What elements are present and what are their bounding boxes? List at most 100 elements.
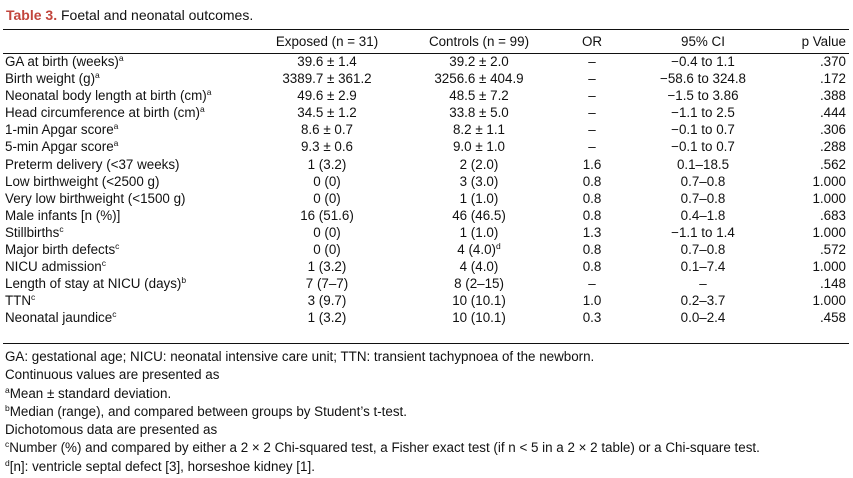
outcome-label: Male infants [n (%)] — [3, 207, 253, 224]
ci-value-text: −58.6 to 324.8 — [660, 71, 746, 87]
outcome-label: Major birth defectsc — [3, 241, 253, 258]
outcome-label-text: Head circumference at birth (cm) — [5, 105, 200, 121]
exposed-value-text: 0 (0) — [313, 173, 341, 189]
p-value-text: .370 — [819, 54, 846, 69]
controls-value: 39.2 ± 2.0 — [401, 53, 557, 70]
controls-value-text: 10 (10.1) — [452, 293, 506, 309]
controls-value: 8.2 ± 1.1 — [401, 121, 557, 138]
table-row: Low birthweight (<2500 g) 0 (0) 3 (3.0) 0.8… — [3, 173, 849, 190]
outcome-label-text: Low birthweight (<2500 g) — [5, 173, 160, 189]
table-row: Birth weight (g)a 3389.7 ± 361.2 3256.6 ± … — [3, 70, 849, 87]
ci-value: −0.4 to 1.1 — [627, 53, 779, 70]
outcome-label: TTNc — [3, 292, 253, 309]
p-value: .572 — [779, 241, 849, 258]
p-value: .370 — [779, 53, 849, 70]
footnote-marker: d — [5, 457, 10, 468]
table-title: Foetal and neonatal outcomes. — [60, 7, 254, 23]
footnote-text: Number (%) and compared by either a 2 × … — [9, 440, 760, 456]
ci-value-text: 0.7–0.8 — [680, 242, 726, 258]
controls-value: 4 (4.0) — [401, 258, 557, 275]
ci-value-text: 0.1–7.4 — [680, 259, 726, 275]
outcome-label: Neonatal body length at birth (cm)a — [3, 87, 253, 104]
controls-value-text: 3 (3.0) — [459, 173, 499, 189]
outcome-label-text: Birth weight (g) — [5, 71, 96, 87]
p-value-text: .148 — [819, 276, 846, 292]
controls-value-text: 46 (46.5) — [452, 207, 506, 223]
exposed-value: 0 (0) — [253, 224, 401, 241]
p-value: 1.000 — [779, 258, 849, 275]
exposed-value-text: 16 (51.6) — [300, 207, 354, 223]
outcome-label: Preterm delivery (<37 weeks) — [3, 156, 253, 173]
table-footnotes: GA: gestational age; NICU: neonatal inte… — [5, 348, 760, 476]
controls-value: 3 (3.0) — [401, 173, 557, 190]
table-row: Neonatal body length at birth (cm)a 49.6 … — [3, 87, 849, 104]
footnote-text: Dichotomous data are presented as — [5, 422, 218, 438]
or-value: – — [557, 87, 627, 104]
or-value: 1.0 — [557, 292, 627, 309]
exposed-value: 1 (3.2) — [253, 309, 401, 326]
exposed-value: 3389.7 ± 361.2 — [253, 70, 401, 87]
p-value: .148 — [779, 275, 849, 292]
ci-value: 0.1–7.4 — [627, 258, 779, 275]
footnote-marker: d — [495, 241, 501, 252]
p-value: 1.000 — [779, 224, 849, 241]
ci-value: 0.4–1.8 — [627, 207, 779, 224]
ci-value-text: −1.1 to 1.4 — [671, 224, 735, 240]
outcome-label: Stillbirthsc — [3, 224, 253, 241]
exposed-value-text: 34.5 ± 1.2 — [297, 105, 357, 121]
table-row: Head circumference at birth (cm)a 34.5 ± … — [3, 104, 849, 121]
or-value-text: – — [588, 122, 596, 138]
table-caption: Table 3. Foetal and neonatal outcomes. — [6, 7, 253, 23]
p-value-text: 1.000 — [812, 293, 846, 309]
exposed-value: 0 (0) — [253, 241, 401, 258]
ci-value: – — [627, 275, 779, 292]
exposed-value-text: 9.3 ± 0.6 — [300, 139, 354, 155]
controls-value-text: 48.5 ± 7.2 — [449, 88, 509, 104]
controls-value-text: 1 (1.0) — [459, 190, 499, 206]
exposed-value: 1 (3.2) — [253, 156, 401, 173]
p-value-text: .444 — [819, 105, 846, 121]
ci-value-text: 0.2–3.7 — [680, 293, 726, 309]
outcome-label-text: Preterm delivery (<37 weeks) — [5, 156, 180, 172]
controls-value: 33.8 ± 5.0 — [401, 104, 557, 121]
footnote-marker: c — [101, 258, 106, 269]
outcome-label-text: Neonatal body length at birth (cm) — [5, 88, 207, 104]
ci-value: 0.7–0.8 — [627, 173, 779, 190]
or-value-text: – — [588, 54, 596, 69]
footnote-marker: c — [59, 223, 64, 234]
footnote-marker: a — [113, 121, 119, 132]
or-value-text: 0.3 — [582, 310, 602, 326]
outcome-label: Very low birthweight (<1500 g) — [3, 190, 253, 207]
or-value: 0.8 — [557, 258, 627, 275]
footnote-text: Mean ± standard deviation. — [9, 385, 172, 401]
exposed-value-text: 49.6 ± 2.9 — [297, 88, 357, 104]
controls-value: 2 (2.0) — [401, 156, 557, 173]
or-value: 1.6 — [557, 156, 627, 173]
outcome-label: GA at birth (weeks)a — [3, 53, 253, 70]
or-value: 0.8 — [557, 173, 627, 190]
table-row: Length of stay at NICU (days)b 7 (7–7) 8 (… — [3, 275, 849, 292]
or-value: 0.8 — [557, 190, 627, 207]
exposed-value: 7 (7–7) — [253, 275, 401, 292]
table-row: Neonatal jaundicec 1 (3.2) 10 (10.1) 0.3 0.0… — [3, 309, 849, 326]
footnote-marker: c — [5, 439, 10, 450]
table-row: Male infants [n (%)] 16 (51.6) 46 (46.5) 0.… — [3, 207, 849, 224]
outcome-label: Length of stay at NICU (days)b — [3, 275, 253, 292]
outcome-label: Head circumference at birth (cm)a — [3, 104, 253, 121]
p-value: .306 — [779, 121, 849, 138]
exposed-value: 8.6 ± 0.7 — [253, 121, 401, 138]
controls-value: 10 (10.1) — [401, 309, 557, 326]
p-value-text: .172 — [819, 71, 846, 87]
controls-value: 4 (4.0)d — [401, 241, 557, 258]
or-value: – — [557, 121, 627, 138]
table-row: Very low birthweight (<1500 g) 0 (0) 1 (1.… — [3, 190, 849, 207]
or-value-text: – — [588, 139, 596, 155]
footnote-text: [n]: ventricle septal defect [3], horses… — [9, 458, 315, 474]
or-value-text: 0.8 — [582, 207, 602, 223]
or-value-text: 0.8 — [582, 259, 602, 275]
p-value: .388 — [779, 87, 849, 104]
bottom-rule — [3, 343, 849, 344]
p-value-text: 1.000 — [812, 259, 846, 275]
or-value-text: 0.8 — [582, 190, 602, 206]
controls-value: 1 (1.0) — [401, 224, 557, 241]
